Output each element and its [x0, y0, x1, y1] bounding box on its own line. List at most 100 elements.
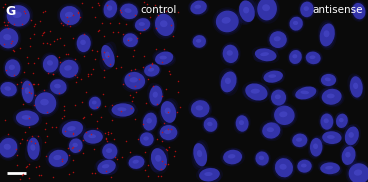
Point	[32, 142, 38, 145]
Ellipse shape	[271, 90, 286, 106]
Ellipse shape	[160, 20, 167, 27]
Point	[153, 27, 159, 30]
Point	[35, 134, 41, 137]
Ellipse shape	[157, 122, 180, 143]
Ellipse shape	[0, 28, 18, 48]
Point	[30, 72, 36, 74]
Ellipse shape	[310, 138, 322, 157]
Ellipse shape	[96, 159, 117, 175]
Ellipse shape	[13, 11, 22, 18]
Ellipse shape	[325, 78, 331, 81]
Ellipse shape	[288, 49, 303, 65]
Point	[85, 75, 91, 78]
Ellipse shape	[152, 10, 177, 40]
Point	[166, 69, 171, 72]
Point	[21, 9, 27, 12]
Ellipse shape	[132, 16, 153, 33]
Point	[128, 69, 134, 72]
Point	[57, 60, 63, 63]
Ellipse shape	[321, 87, 343, 106]
Point	[40, 42, 46, 45]
Point	[132, 118, 138, 121]
Point	[13, 147, 19, 150]
Ellipse shape	[75, 32, 93, 55]
Point	[70, 170, 76, 173]
Point	[32, 94, 38, 97]
Point	[61, 108, 67, 111]
Point	[165, 110, 171, 113]
Point	[165, 162, 171, 165]
Ellipse shape	[199, 168, 220, 181]
Ellipse shape	[149, 145, 169, 174]
Ellipse shape	[354, 169, 362, 176]
Point	[129, 99, 135, 102]
Point	[78, 78, 84, 81]
Point	[159, 160, 165, 163]
Ellipse shape	[327, 135, 335, 139]
Ellipse shape	[325, 166, 333, 169]
Ellipse shape	[268, 30, 288, 49]
Ellipse shape	[143, 113, 157, 131]
Ellipse shape	[92, 100, 97, 104]
Ellipse shape	[72, 143, 78, 147]
Ellipse shape	[3, 2, 33, 30]
Point	[44, 111, 50, 114]
Ellipse shape	[268, 74, 276, 78]
Ellipse shape	[323, 118, 329, 123]
Ellipse shape	[296, 138, 302, 142]
Point	[75, 10, 81, 13]
Ellipse shape	[21, 79, 35, 105]
Point	[119, 156, 125, 159]
Ellipse shape	[318, 160, 343, 176]
Point	[114, 158, 120, 161]
Ellipse shape	[300, 91, 309, 94]
Ellipse shape	[82, 128, 104, 145]
Ellipse shape	[107, 5, 112, 11]
Point	[120, 82, 126, 85]
Point	[168, 128, 174, 130]
Point	[3, 68, 9, 71]
Ellipse shape	[155, 14, 174, 36]
Ellipse shape	[304, 50, 323, 66]
Ellipse shape	[0, 82, 17, 96]
Ellipse shape	[4, 86, 11, 91]
Point	[107, 22, 113, 25]
Ellipse shape	[320, 23, 335, 46]
Point	[175, 80, 181, 83]
Point	[60, 23, 66, 26]
Point	[103, 170, 109, 173]
Ellipse shape	[101, 43, 115, 70]
Point	[17, 178, 22, 181]
Point	[79, 151, 85, 154]
Point	[50, 72, 56, 75]
Ellipse shape	[124, 8, 132, 13]
Point	[103, 137, 109, 140]
Ellipse shape	[0, 138, 17, 158]
Point	[163, 9, 169, 12]
Ellipse shape	[227, 50, 233, 56]
Point	[31, 83, 36, 86]
Point	[72, 104, 78, 107]
Ellipse shape	[219, 68, 238, 96]
Point	[177, 106, 183, 109]
Point	[96, 3, 102, 6]
Ellipse shape	[0, 135, 20, 161]
Ellipse shape	[188, 98, 212, 120]
Point	[59, 160, 65, 163]
Point	[108, 175, 114, 178]
Point	[21, 70, 27, 73]
Point	[14, 163, 20, 166]
Ellipse shape	[279, 164, 287, 170]
Point	[76, 148, 82, 151]
Ellipse shape	[155, 52, 173, 65]
Point	[90, 67, 96, 70]
Ellipse shape	[3, 34, 11, 40]
Ellipse shape	[291, 132, 308, 148]
Ellipse shape	[103, 0, 118, 19]
Point	[145, 77, 151, 80]
Ellipse shape	[351, 2, 367, 21]
Ellipse shape	[327, 94, 335, 98]
Ellipse shape	[267, 127, 274, 132]
Point	[89, 112, 95, 115]
Ellipse shape	[31, 144, 35, 151]
